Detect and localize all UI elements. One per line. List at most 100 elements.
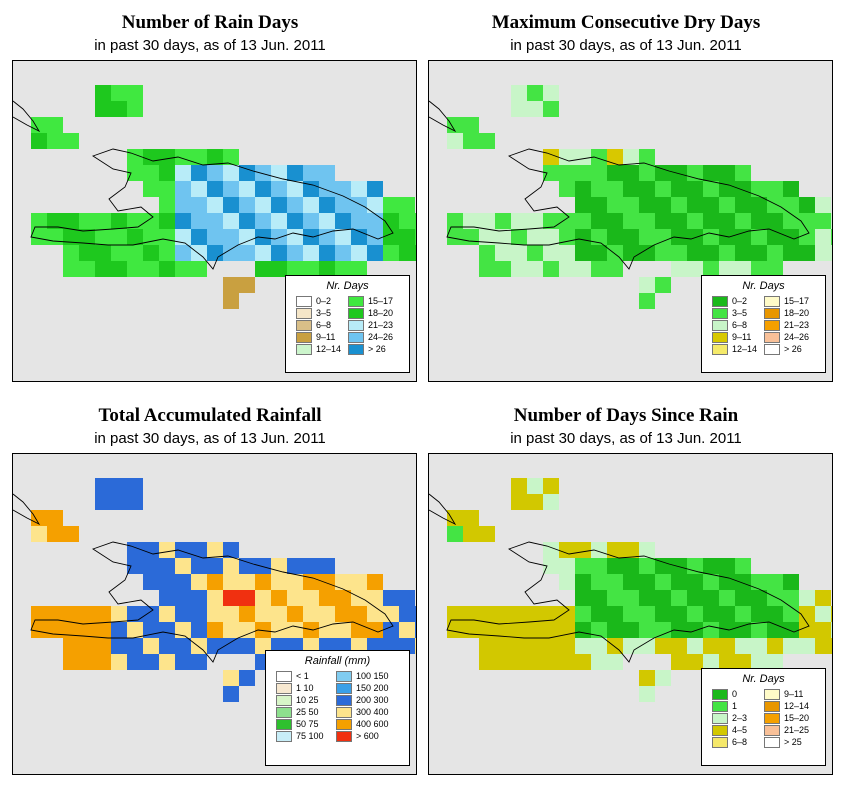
grid-cell [191,622,207,638]
grid-cell [191,590,207,606]
grid-cell [271,606,287,622]
grid-cell [31,213,47,229]
grid-cell [335,622,351,638]
legend-swatch [764,296,780,307]
grid-cell [255,229,271,245]
grid-cell [495,229,511,245]
grid-cell [255,197,271,213]
grid-cell [303,261,319,277]
grid-cell [367,213,383,229]
grid-cell [591,181,607,197]
legend-label: 75 100 [296,731,324,741]
grid-cell [255,245,271,261]
grid-cell [335,181,351,197]
grid-cell [623,622,639,638]
grid-cell [415,606,416,622]
legend-swatch [336,719,352,730]
grid-cell [271,590,287,606]
legend-label: 21–23 [784,320,810,330]
grid-cell [207,229,223,245]
grid-cell [127,149,143,165]
grid-cell [815,606,831,622]
grid-cell [559,149,575,165]
grid-cell [271,181,287,197]
grid-cell [95,101,111,117]
grid-cell [351,574,367,590]
grid-cell [383,622,399,638]
grid-cell [799,606,815,622]
grid-cell [239,277,255,293]
grid-cell [223,686,239,702]
grid-cell [271,622,287,638]
grid-cell [511,261,527,277]
legend-label: 18–20 [784,308,810,318]
grid-cell [191,654,207,670]
grid-cell [655,245,671,261]
legend-swatch [712,320,728,331]
grid-cell [207,245,223,261]
grid-cell [447,606,463,622]
grid-cell [159,574,175,590]
grid-cell [63,654,79,670]
grid-cell [687,606,703,622]
grid-cell [687,590,703,606]
grid-cell [527,85,543,101]
legend-swatch [336,707,352,718]
grid-cell [175,654,191,670]
grid-cell [95,606,111,622]
grid-cell [351,181,367,197]
legend-label: 3–5 [316,308,332,318]
grid-cell [671,213,687,229]
legend-label: 9–11 [732,332,752,342]
grid-cell [303,165,319,181]
grid-cell [591,245,607,261]
grid-cell [223,149,239,165]
grid-cell [303,606,319,622]
grid-cell [159,606,175,622]
legend-swatch [276,707,292,718]
grid-cell [127,213,143,229]
grid-cell [111,638,127,654]
legend-label: 200 300 [356,695,389,705]
grid-cell [223,197,239,213]
legend-title: Nr. Days [326,280,369,292]
grid-cell [623,213,639,229]
grid-cell [655,638,671,654]
panel-title: Number of Days Since Rain [513,405,739,426]
panel-total-rainfall: Total Accumulated Rainfall in past 30 da… [0,393,420,783]
legend-swatch [712,344,728,355]
grid-cell [607,261,623,277]
legend-swatch [712,332,728,343]
grid-cell [783,229,799,245]
map-rain-days: Nr. Days 0–2 3–5 6–8 9–11 12–14 15–17 18–20 21–… [12,60,417,382]
grid-cell [79,229,95,245]
grid-cell [287,261,303,277]
grid-cell [175,165,191,181]
grid-cell [623,245,639,261]
grid-cell [143,149,159,165]
grid-cell [783,574,799,590]
grid-cell [607,229,623,245]
grid-cell [271,213,287,229]
grid-cell [143,261,159,277]
grid-cell [303,181,319,197]
grid-cell [511,606,527,622]
grid-cell [527,478,543,494]
legend-swatch [712,713,728,724]
coastline [30,148,394,270]
grid-cell [175,181,191,197]
grid-cell [687,574,703,590]
legend-label: 300 400 [356,707,389,717]
legend-swatch [764,344,780,355]
legend-swatch [712,689,728,700]
grid-cell [511,494,527,510]
legend-swatch [764,725,780,736]
legend-swatch [276,695,292,706]
grid-cell [831,622,832,638]
grid-cell [543,85,559,101]
grid-cell [511,101,527,117]
grid-cell [591,261,607,277]
grid-cell [127,261,143,277]
grid-cell [527,606,543,622]
grid-cell [655,197,671,213]
